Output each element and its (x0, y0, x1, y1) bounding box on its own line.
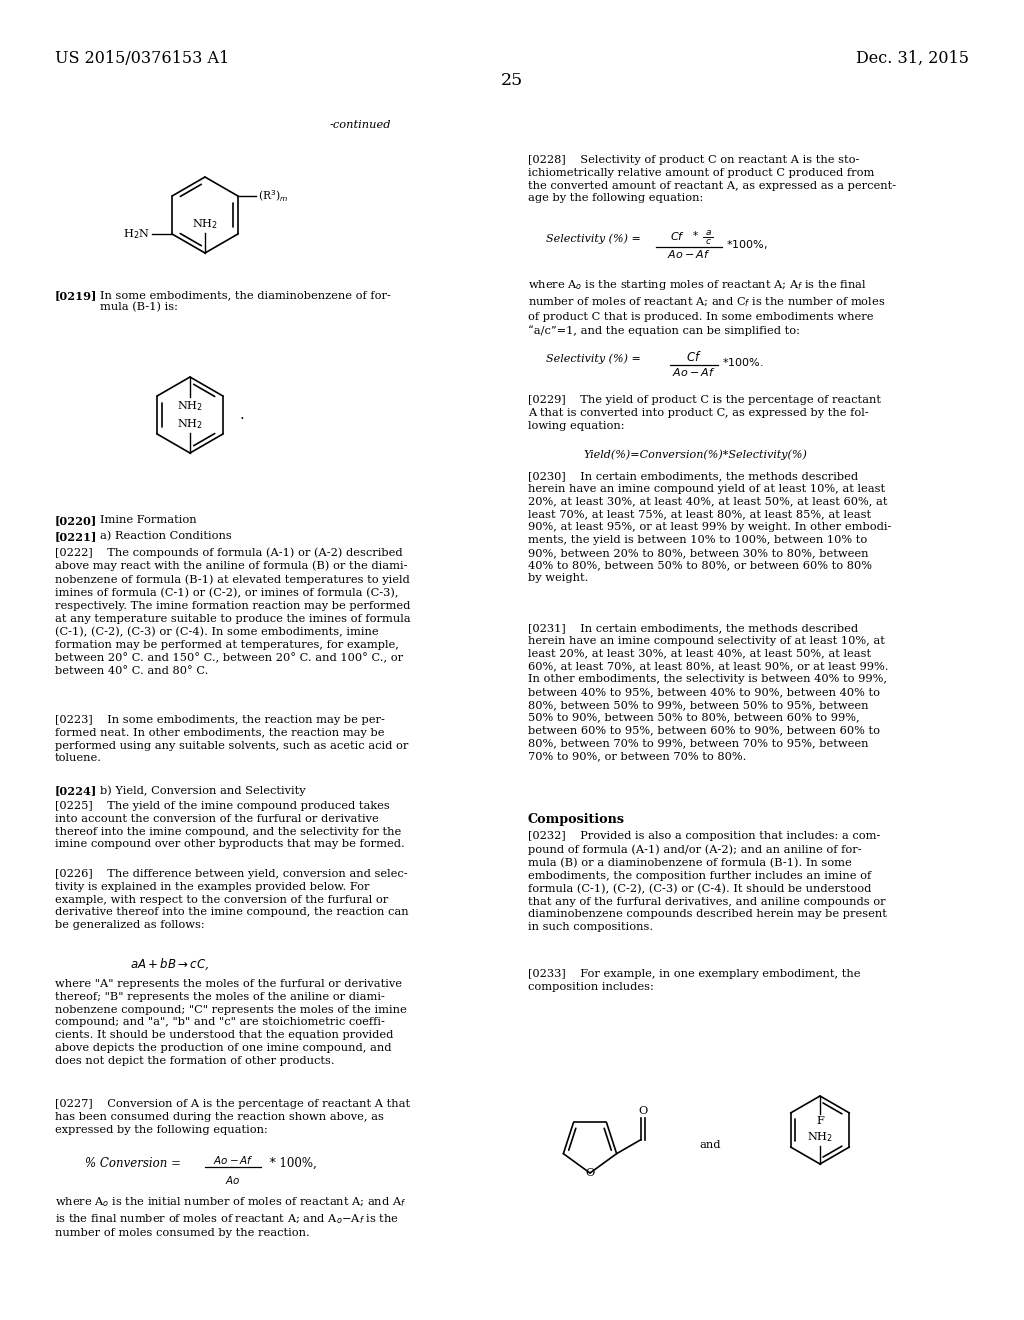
Text: Selectivity (%) =: Selectivity (%) = (546, 352, 641, 363)
Text: $Ao-Af$: $Ao-Af$ (672, 366, 716, 378)
Text: [0219]: [0219] (55, 290, 97, 301)
Text: $*100\%.$: $*100\%.$ (722, 356, 764, 368)
Text: b) Yield, Conversion and Selectivity: b) Yield, Conversion and Selectivity (100, 785, 305, 796)
Text: a) Reaction Conditions: a) Reaction Conditions (100, 531, 231, 541)
Text: $Ao$: $Ao$ (225, 1173, 241, 1185)
Text: Yield(%)=Conversion(%)*Selectivity(%): Yield(%)=Conversion(%)*Selectivity(%) (583, 449, 807, 459)
Text: [0228]    Selectivity of product C on reactant A is the sto-
ichiometrically rel: [0228] Selectivity of product C on react… (528, 154, 896, 203)
Text: H$_2$N: H$_2$N (123, 227, 151, 242)
Text: [0224]: [0224] (55, 785, 97, 796)
Text: $*$: $*$ (692, 230, 698, 239)
Text: NH$_2$: NH$_2$ (191, 218, 218, 231)
Text: $c$: $c$ (705, 238, 712, 246)
Text: $Ao-Af$: $Ao-Af$ (668, 248, 711, 260)
Text: [0233]    For example, in one exemplary embodiment, the
composition includes:: [0233] For example, in one exemplary emb… (528, 969, 860, 991)
Text: $*100\%,$: $*100\%,$ (726, 238, 768, 251)
Text: [0220]: [0220] (55, 515, 97, 525)
Text: * 100%,: * 100%, (266, 1158, 316, 1170)
Text: [0226]    The difference between yield, conversion and selec-
tivity is explaine: [0226] The difference between yield, con… (55, 869, 409, 931)
Text: Selectivity (%) =: Selectivity (%) = (546, 234, 641, 244)
Text: [0223]    In some embodiments, the reaction may be per-
formed neat. In other em: [0223] In some embodiments, the reaction… (55, 715, 409, 763)
Text: $a$: $a$ (705, 228, 712, 238)
Text: O: O (638, 1106, 647, 1115)
Text: Imine Formation: Imine Formation (100, 515, 197, 525)
Text: -continued: -continued (330, 120, 391, 129)
Text: F: F (816, 1115, 824, 1126)
Text: [0230]    In certain embodiments, the methods described
herein have an imine com: [0230] In certain embodiments, the metho… (528, 471, 891, 583)
Text: [0222]    The compounds of formula (A-1) or (A-2) described
above may react with: [0222] The compounds of formula (A-1) or… (55, 546, 411, 676)
Text: and: and (699, 1140, 721, 1150)
Text: In some embodiments, the diaminobenzene of for-
mula (B-1) is:: In some embodiments, the diaminobenzene … (100, 290, 391, 312)
Text: $aA+bB\rightarrow cC$,: $aA+bB\rightarrow cC$, (130, 957, 209, 973)
Text: [0227]    Conversion of A is the percentage of reactant A that
has been consumed: [0227] Conversion of A is the percentage… (55, 1100, 411, 1135)
Text: NH$_2$: NH$_2$ (177, 399, 203, 413)
Text: [0232]    Provided is also a composition that includes: a com-
pound of formula : [0232] Provided is also a composition th… (528, 832, 887, 932)
Text: [0231]    In certain embodiments, the methods described
herein have an imine com: [0231] In certain embodiments, the metho… (528, 623, 889, 762)
Text: $Ao-Af$: $Ao-Af$ (213, 1154, 253, 1166)
Text: (R$^3$)$_m$: (R$^3$)$_m$ (258, 189, 288, 203)
Text: 25: 25 (501, 73, 523, 88)
Text: O: O (586, 1168, 595, 1177)
Text: where A$_o$ is the initial number of moles of reactant A; and A$_f$
is the final: where A$_o$ is the initial number of mol… (55, 1195, 407, 1238)
Text: $Cf$: $Cf$ (686, 350, 701, 364)
Text: NH$_2$: NH$_2$ (177, 417, 203, 432)
Text: [0229]    The yield of product C is the percentage of reactant
A that is convert: [0229] The yield of product C is the per… (528, 395, 881, 430)
Text: Dec. 31, 2015: Dec. 31, 2015 (856, 50, 969, 67)
Text: [0221]: [0221] (55, 531, 97, 543)
Text: where A$_o$ is the starting moles of reactant A; A$_f$ is the final
number of mo: where A$_o$ is the starting moles of rea… (528, 279, 886, 335)
Text: Compositions: Compositions (528, 813, 625, 826)
Text: [0225]    The yield of the imine compound produced takes
into account the conver: [0225] The yield of the imine compound p… (55, 801, 404, 849)
Text: % Conversion =: % Conversion = (85, 1158, 181, 1170)
Text: US 2015/0376153 A1: US 2015/0376153 A1 (55, 50, 229, 67)
Text: where "A" represents the moles of the furfural or derivative
thereof; "B" repres: where "A" represents the moles of the fu… (55, 979, 407, 1065)
Text: NH$_2$: NH$_2$ (807, 1130, 834, 1144)
Text: .: . (240, 408, 245, 422)
Text: $Cf$: $Cf$ (670, 230, 685, 242)
